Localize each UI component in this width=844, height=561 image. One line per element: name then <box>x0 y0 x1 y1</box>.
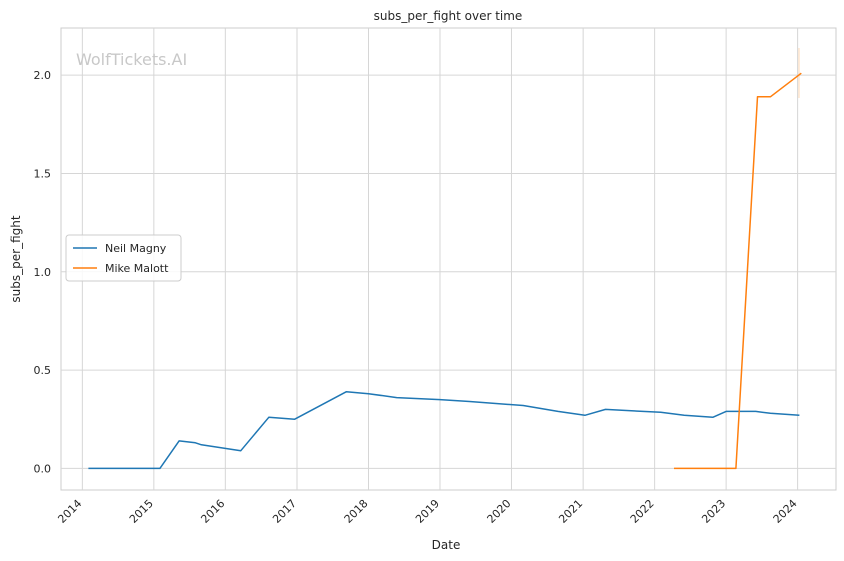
legend-label-mike-malott: Mike Malott <box>105 262 169 275</box>
chart-title: subs_per_fight over time <box>374 9 523 23</box>
y-tick-label: 0.0 <box>34 462 52 475</box>
series-lines <box>88 72 802 470</box>
legend-label-neil-magny: Neil Magny <box>105 242 167 255</box>
x-tick-label: 2023 <box>699 497 728 526</box>
y-tick-label: 1.5 <box>34 167 52 180</box>
legend-frame <box>65 234 182 282</box>
series-line-mike-malott <box>674 72 802 470</box>
plot-area <box>60 27 837 491</box>
x-tick-label: 2016 <box>198 497 227 526</box>
series-line-neil-magny <box>88 390 800 470</box>
y-tick-label: 2.0 <box>34 69 52 82</box>
x-axis-label: Date <box>432 538 461 552</box>
x-tick-label: 2014 <box>55 497 84 526</box>
y-tick-label: 0.5 <box>34 364 52 377</box>
x-tick-label: 2024 <box>771 497 800 526</box>
watermark: WolfTickets.AI <box>76 50 187 69</box>
x-tick-label: 2015 <box>127 497 156 526</box>
x-tick-label: 2022 <box>628 497 657 526</box>
x-tick-label: 2019 <box>413 497 442 526</box>
y-tick-labels: 0.0 0.5 1.0 1.5 2.0 <box>34 69 52 475</box>
x-tick-label: 2020 <box>485 497 514 526</box>
x-tick-label: 2017 <box>270 497 299 526</box>
x-tick-labels: 2014 2015 2016 2017 2018 2019 2020 2021 2022 2023… <box>55 497 799 526</box>
x-tick-label: 2021 <box>556 497 585 526</box>
x-tick-label: 2018 <box>342 497 371 526</box>
y-axis-label: subs_per_fight <box>9 215 23 302</box>
legend: Neil Magny Mike Malott <box>65 234 182 282</box>
y-tick-label: 1.0 <box>34 266 52 279</box>
